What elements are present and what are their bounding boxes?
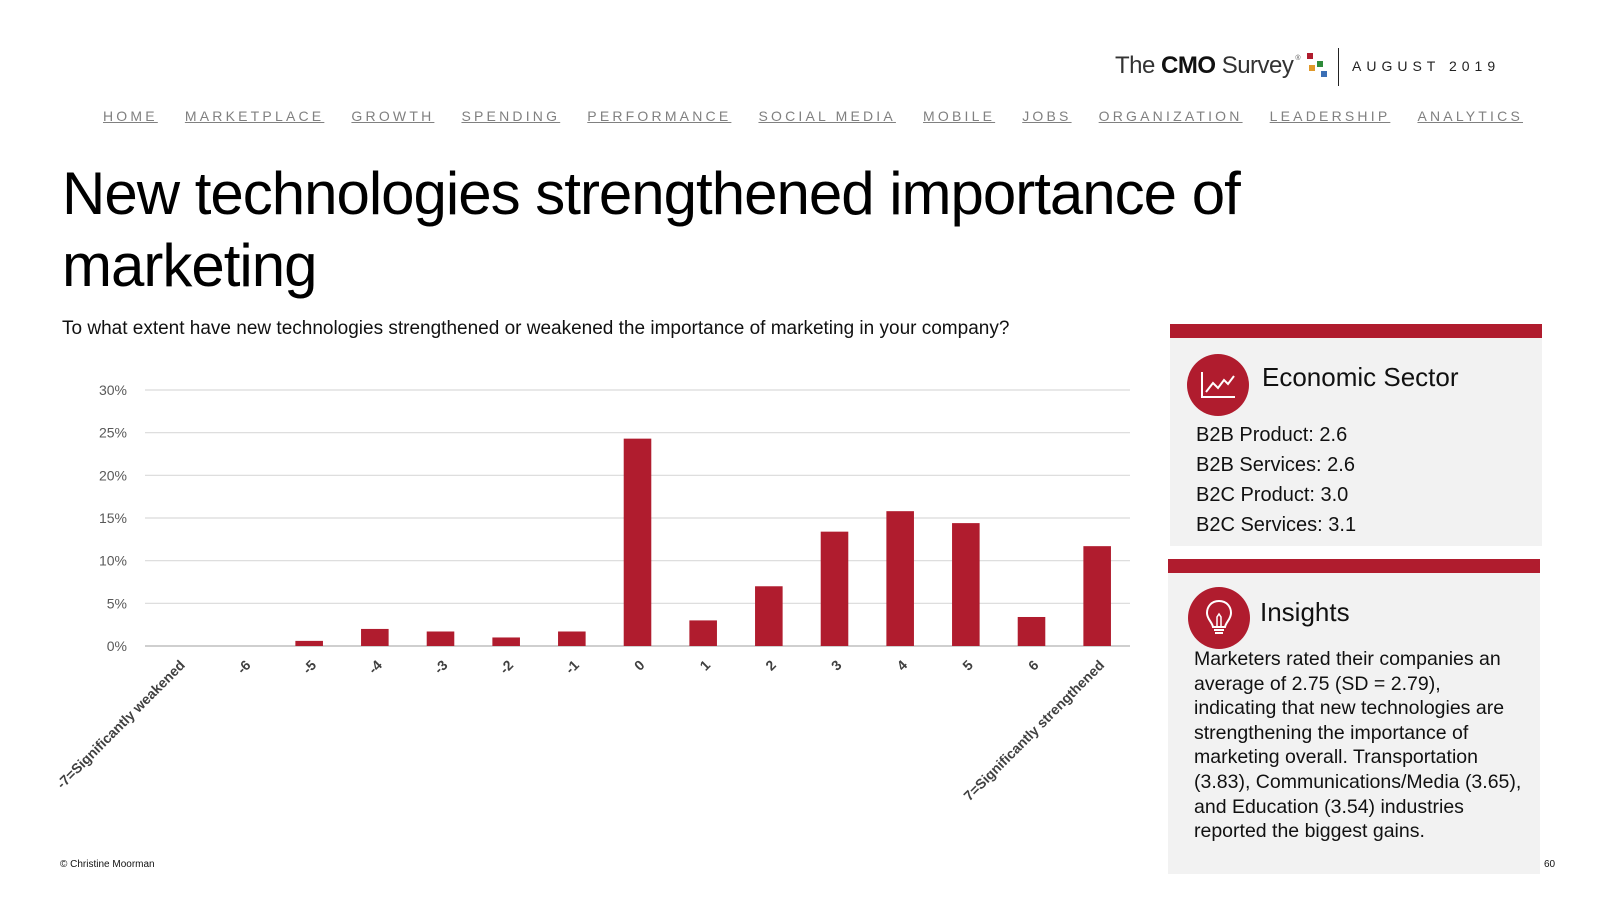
- insights-panel: Insights Marketers rated their companies…: [1168, 559, 1540, 874]
- copyright: © Christine Moorman: [60, 859, 155, 870]
- bar: [1083, 546, 1111, 646]
- bar: [426, 631, 455, 646]
- nav-analytics[interactable]: ANALYTICS: [1417, 108, 1523, 124]
- bar: [492, 637, 520, 646]
- bar: [820, 531, 849, 646]
- economic-sector-panel: Economic Sector B2B Product: 2.6 B2B Ser…: [1170, 324, 1542, 546]
- x-tick-label: -7=Significantly weakened: [53, 657, 188, 792]
- nav-mobile[interactable]: MOBILE: [923, 108, 996, 124]
- x-tick-label: -1: [562, 657, 582, 677]
- y-tick-label: 5%: [107, 595, 127, 611]
- bar-chart: 0% 5% 10% 15% 20% 25% 30% -7=Significantly weak…: [53, 382, 1130, 804]
- nav-jobs[interactable]: JOBS: [1022, 108, 1072, 124]
- y-tick-label: 30%: [99, 382, 127, 398]
- list-item: B2B Product: 2.6: [1196, 424, 1348, 446]
- x-tick-label: 4: [893, 657, 910, 674]
- nav-marketplace[interactable]: MARKETPLACE: [184, 108, 325, 124]
- bar: [558, 631, 586, 646]
- bar: [952, 523, 980, 646]
- nav-home[interactable]: HOME: [103, 108, 158, 124]
- x-tick-label: -6: [234, 657, 254, 677]
- cmo-survey-logo: The CMO Survey ®: [1115, 48, 1329, 84]
- x-tick-label: -2: [496, 657, 516, 677]
- bar: [295, 640, 323, 646]
- nav-growth[interactable]: GROWTH: [351, 108, 435, 124]
- header-divider: [1338, 48, 1339, 86]
- nav-spending[interactable]: SPENDING: [461, 108, 561, 124]
- list-item: B2B Services: 2.6: [1196, 454, 1355, 476]
- page-title: New technologies strengthened importance…: [62, 160, 1241, 299]
- list-item: B2C Product: 3.0: [1196, 484, 1349, 506]
- bar: [689, 620, 717, 646]
- bar: [361, 628, 389, 646]
- y-tick-label: 15%: [99, 510, 127, 526]
- y-tick-label: 10%: [99, 553, 127, 569]
- bar: [1017, 616, 1046, 646]
- y-tick-label: 0%: [107, 638, 127, 654]
- logo-text: The CMO Survey: [1115, 52, 1294, 79]
- bar: [623, 438, 652, 646]
- x-tick-label: -3: [431, 657, 451, 677]
- y-tick-label: 20%: [99, 467, 127, 483]
- bar: [886, 511, 914, 646]
- lightbulb-icon: [1188, 587, 1250, 649]
- x-tick-label: 0: [631, 657, 648, 674]
- x-tick-label: 7=Significantly strengthened: [960, 657, 1107, 804]
- insights-text: Marketers rated their companies an avera…: [1194, 648, 1522, 843]
- nav-leadership[interactable]: LEADERSHIP: [1269, 108, 1391, 124]
- x-tick-label: 6: [1025, 657, 1042, 674]
- line-chart-icon: [1187, 354, 1249, 416]
- x-tick-label: 1: [696, 657, 713, 674]
- list-item: B2C Services: 3.1: [1196, 514, 1357, 536]
- panel-accent-bar: [1168, 559, 1540, 573]
- top-navigation: HOME MARKETPLACE GROWTH SPENDING PERFORM…: [103, 108, 1523, 124]
- x-tick-label: -4: [365, 657, 385, 677]
- x-tick-label: 3: [828, 657, 845, 674]
- x-tick-label: -5: [299, 657, 319, 677]
- nav-organization[interactable]: ORGANIZATION: [1098, 108, 1243, 124]
- insights-heading: Insights: [1260, 597, 1350, 627]
- x-tick-label: 5: [959, 657, 976, 674]
- survey-question: To what extent have new technologies str…: [62, 318, 1010, 339]
- panel-accent-bar: [1170, 324, 1542, 338]
- report-date: AUGUST 2019: [1352, 58, 1501, 74]
- nav-performance[interactable]: PERFORMANCE: [587, 108, 732, 124]
- sector-heading: Economic Sector: [1262, 362, 1459, 392]
- nav-social-media[interactable]: SOCIAL MEDIA: [758, 108, 896, 124]
- logo-dots-icon: ®: [1295, 51, 1329, 81]
- page-number: 60: [1544, 859, 1556, 870]
- bar: [755, 586, 783, 646]
- sector-list: B2B Product: 2.6 B2B Services: 2.6 B2C P…: [1196, 420, 1356, 540]
- y-tick-label: 25%: [99, 425, 127, 441]
- x-tick-label: 2: [762, 657, 779, 674]
